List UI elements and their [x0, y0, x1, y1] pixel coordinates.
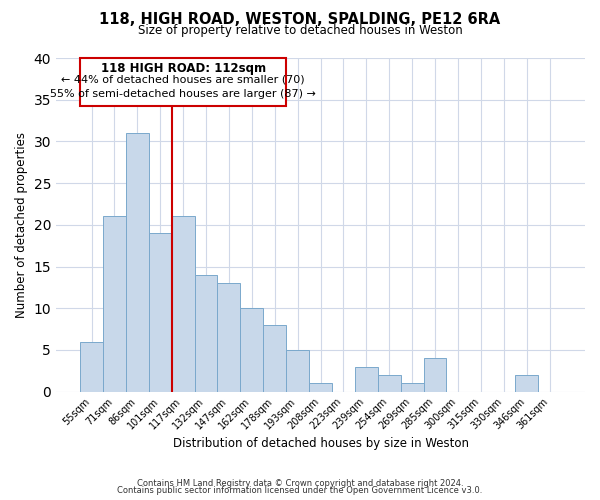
Bar: [194, 275, 217, 392]
Bar: [263, 325, 286, 392]
Bar: [80, 342, 103, 392]
Bar: [401, 384, 424, 392]
Text: Contains public sector information licensed under the Open Government Licence v3: Contains public sector information licen…: [118, 486, 482, 495]
Bar: [103, 216, 126, 392]
Text: Contains HM Land Registry data © Crown copyright and database right 2024.: Contains HM Land Registry data © Crown c…: [137, 478, 463, 488]
Text: 55% of semi-detached houses are larger (87) →: 55% of semi-detached houses are larger (…: [50, 89, 316, 99]
Bar: [126, 133, 149, 392]
Bar: [424, 358, 446, 392]
Bar: [217, 283, 241, 392]
Text: 118 HIGH ROAD: 112sqm: 118 HIGH ROAD: 112sqm: [101, 62, 266, 75]
Text: 118, HIGH ROAD, WESTON, SPALDING, PE12 6RA: 118, HIGH ROAD, WESTON, SPALDING, PE12 6…: [100, 12, 500, 28]
X-axis label: Distribution of detached houses by size in Weston: Distribution of detached houses by size …: [173, 437, 469, 450]
Bar: [378, 375, 401, 392]
Y-axis label: Number of detached properties: Number of detached properties: [15, 132, 28, 318]
Bar: [515, 375, 538, 392]
Bar: [355, 366, 378, 392]
Bar: [149, 233, 172, 392]
Bar: [241, 308, 263, 392]
Bar: [172, 216, 194, 392]
Text: ← 44% of detached houses are smaller (70): ← 44% of detached houses are smaller (70…: [61, 74, 305, 85]
Text: Size of property relative to detached houses in Weston: Size of property relative to detached ho…: [137, 24, 463, 37]
FancyBboxPatch shape: [80, 58, 286, 106]
Bar: [309, 384, 332, 392]
Bar: [286, 350, 309, 392]
